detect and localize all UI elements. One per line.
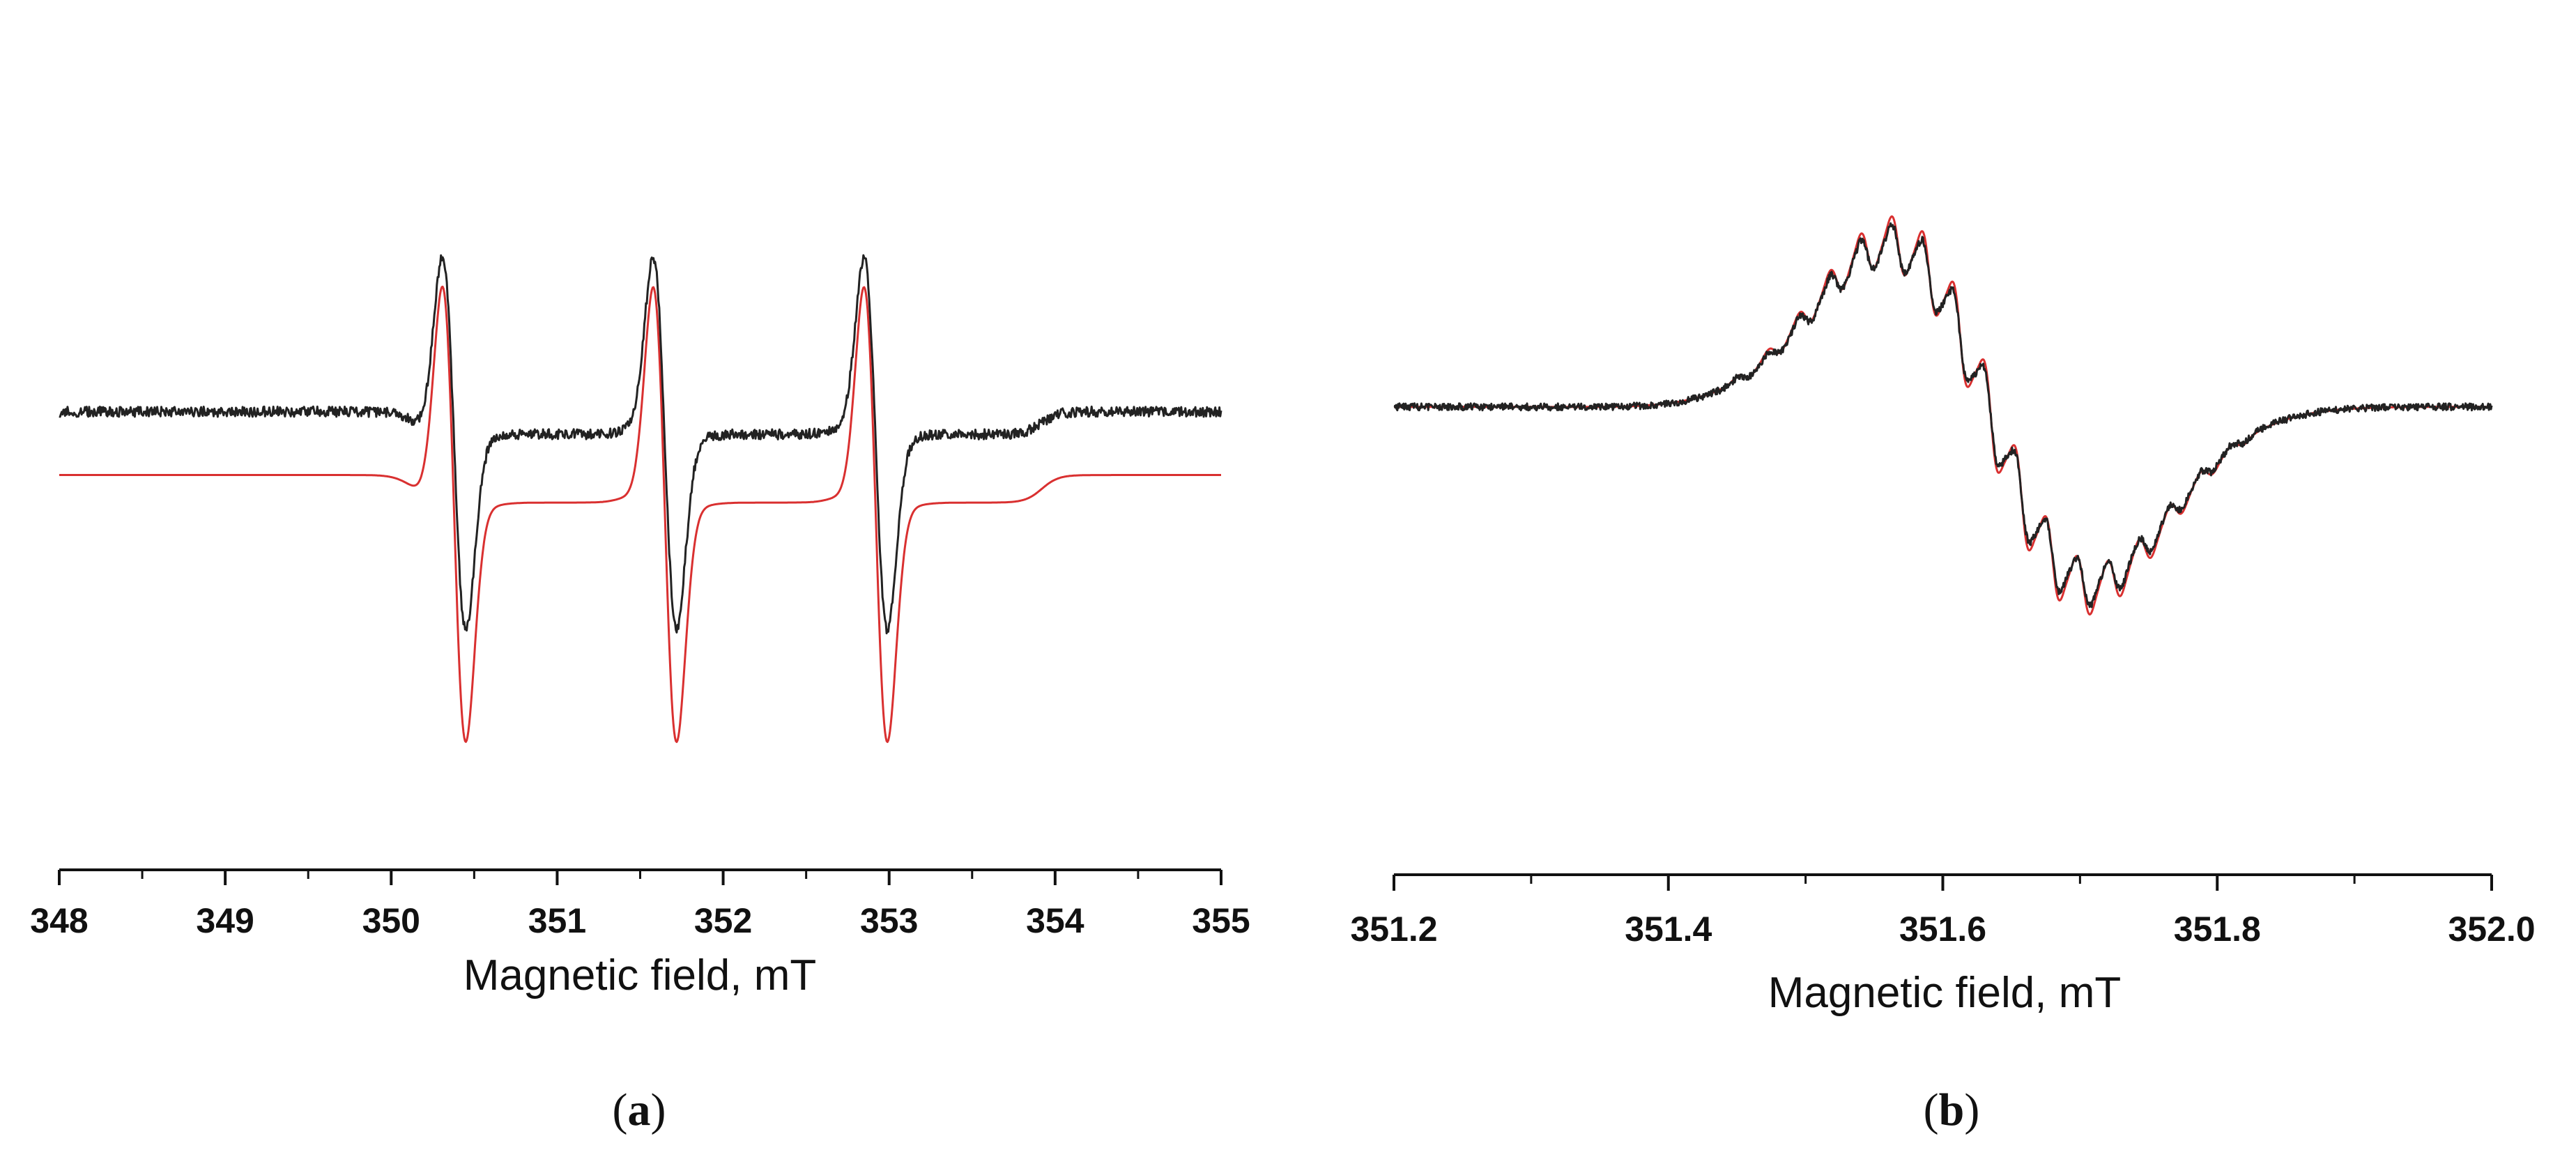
panel-a-ticks: 348 349 350 351 352 353 354 355 xyxy=(30,870,1250,940)
panel-b-series-line xyxy=(1393,222,2493,608)
panel-a: 348 349 350 351 352 353 354 355 Magnetic field,… xyxy=(30,254,1250,1135)
panel-a-x-tick-label: 353 xyxy=(860,901,918,940)
panel-b-xlabel: Magnetic field, mT xyxy=(1768,969,2122,1017)
panel-a-x-tick-label: 352 xyxy=(694,901,752,940)
panel-b-x-tick-label: 351.8 xyxy=(2174,910,2261,949)
panel-a-series-line xyxy=(59,285,1222,743)
panel-b-curves xyxy=(1393,215,2493,616)
panel-b-x-tick-label: 351.6 xyxy=(1899,910,1986,949)
panel-b-ticks: 351.2 351.4 351.6 351.8 352.0 xyxy=(1350,875,2536,949)
panel-b-series-line xyxy=(1393,215,2492,616)
panel-a-x-tick-label: 351 xyxy=(528,901,586,940)
panel-b-x-tick-label: 351.2 xyxy=(1350,910,1437,949)
panel-a-x-tick-label: 355 xyxy=(1192,901,1250,940)
panel-b-x-tick-label: 352.0 xyxy=(2448,910,2535,949)
panel-a-series-line xyxy=(59,254,1222,635)
panel-a-x-tick-label: 354 xyxy=(1026,901,1084,940)
panel-a-curves xyxy=(59,254,1222,743)
panel-b-letter: b xyxy=(1939,1085,1965,1135)
panel-b-label: (b) xyxy=(1924,1085,1980,1135)
panel-a-x-tick-label: 350 xyxy=(362,901,420,940)
panel-a-xlabel: Magnetic field, mT xyxy=(463,951,817,999)
panel-a-label: (a) xyxy=(613,1085,666,1135)
panel-b-x-tick-label: 351.4 xyxy=(1625,910,1712,949)
panel-b: 351.2 351.4 351.6 351.8 352.0 Magnetic field… xyxy=(1350,215,2536,1135)
panel-a-letter: a xyxy=(628,1085,651,1135)
panel-a-x-tick-label: 349 xyxy=(196,901,254,940)
panel-a-x-tick-label: 348 xyxy=(30,901,88,940)
